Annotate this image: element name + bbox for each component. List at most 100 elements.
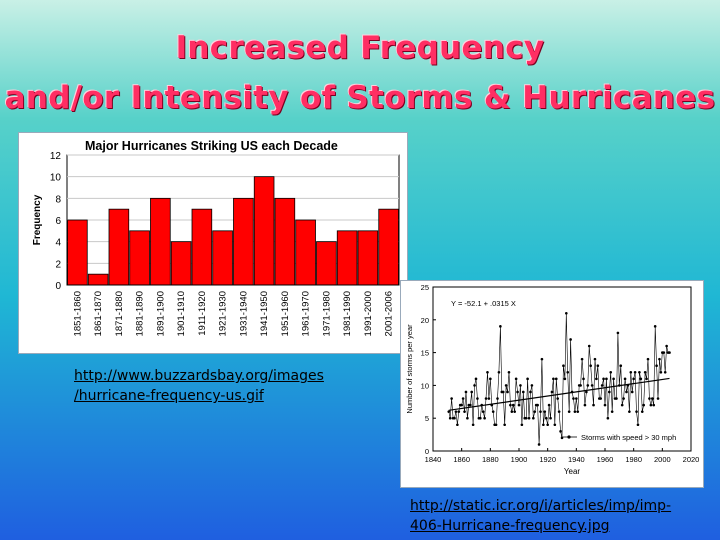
data-point: [651, 397, 654, 400]
data-point: [466, 416, 469, 420]
x-tick-label: 1941-1950: [259, 291, 270, 336]
data-point: [622, 397, 625, 400]
data-point: [592, 403, 595, 407]
data-point: [636, 423, 640, 427]
data-point: [447, 410, 451, 413]
source-link-icr[interactable]: http://static.icr.org/i/articles/imp/imp…: [410, 496, 671, 536]
storms-per-year-line-chart: 0 5 10 15 20 25 1840 1860 1880 1900 1920 1940 1960 19…: [405, 283, 700, 476]
x-tick-label: 2020: [683, 455, 700, 464]
data-point: [635, 410, 638, 413]
data-point: [536, 403, 539, 407]
bar-chart-panel: Major Hurricanes Striking US each Decade…: [18, 132, 408, 354]
data-point: [533, 410, 537, 413]
y-tick-label: 15: [421, 349, 429, 358]
x-tick-label: 1961-1970: [301, 291, 312, 336]
data-point: [573, 410, 577, 413]
data-point: [491, 410, 495, 413]
data-point: [640, 410, 644, 413]
data-point: [633, 370, 637, 374]
data-point: [468, 403, 472, 407]
data-point: [630, 390, 634, 394]
data-point: [648, 397, 651, 400]
data-point: [504, 384, 508, 387]
data-point: [653, 325, 657, 328]
data-point: [448, 416, 452, 420]
data-point: [553, 423, 557, 427]
bar: [150, 197, 171, 286]
data-point: [610, 410, 614, 413]
data-point: [456, 423, 459, 427]
y-tick-label: 8: [55, 194, 61, 205]
data-point: [487, 397, 491, 400]
data-point: [603, 403, 607, 407]
x-axis-label: Year: [564, 467, 581, 476]
data-point: [479, 416, 482, 420]
y-tick-label: 10: [50, 173, 62, 184]
data-point: [638, 370, 641, 374]
data-point: [547, 403, 551, 407]
data-point: [580, 357, 584, 361]
data-point: [596, 364, 600, 368]
x-tick-label: 1951-1960: [280, 291, 291, 336]
hurricanes-per-decade-bar-chart: Major Hurricanes Striking US each Decade…: [32, 139, 400, 336]
data-point: [494, 423, 498, 427]
data-point: [522, 390, 525, 394]
data-point: [593, 357, 597, 361]
data-point: [620, 403, 624, 407]
link-line: http://www.buzzardsbay.org/images: [74, 368, 324, 384]
x-tick-label: 1980: [625, 455, 642, 464]
data-point: [532, 416, 535, 420]
data-point: [471, 423, 475, 427]
y-axis-label: Number of storms per year: [405, 324, 414, 414]
data-point: [608, 390, 611, 394]
data-point: [628, 410, 631, 413]
data-point: [481, 410, 485, 413]
data-point: [539, 410, 542, 413]
data-point: [602, 377, 605, 381]
x-tick-label: 1901-1910: [176, 291, 187, 336]
data-point: [643, 370, 647, 374]
data-point: [554, 377, 558, 381]
x-tick-label: 1871-1880: [114, 291, 125, 336]
data-point: [632, 377, 635, 381]
x-tick-label: 1881-1890: [135, 291, 146, 336]
data-point: [510, 410, 514, 413]
bar: [170, 241, 192, 286]
data-point: [463, 410, 466, 413]
data-point: [589, 364, 592, 368]
x-tick-label: 1940: [568, 455, 585, 464]
data-point: [537, 443, 541, 446]
y-tick-label: 2: [55, 259, 61, 270]
bar: [274, 197, 296, 286]
data-point: [639, 377, 643, 381]
data-point: [543, 410, 547, 413]
y-tick-label: 6: [55, 216, 61, 227]
data-point: [453, 416, 456, 420]
data-point: [587, 344, 591, 348]
data-point: [642, 403, 645, 407]
data-point: [629, 370, 633, 374]
data-point: [625, 390, 628, 394]
source-link-buzzardsbay[interactable]: http://www.buzzardsbay.org/images /hurri…: [74, 366, 324, 406]
bar: [67, 219, 88, 286]
link-line: 406-Hurricane-frequency.jpg: [410, 518, 610, 534]
data-point: [569, 338, 572, 341]
data-point: [514, 377, 518, 381]
data-point: [552, 377, 555, 381]
x-tick-label: 2000: [654, 455, 671, 464]
y-tick-label: 12: [50, 151, 62, 162]
x-tick-label: 2001-2006: [384, 291, 395, 336]
bar: [357, 230, 379, 286]
bar: [129, 230, 150, 286]
data-point: [454, 410, 458, 413]
data-point: [540, 357, 544, 361]
data-point: [590, 384, 594, 387]
slide-title-line-1: Increased Frequency: [175, 30, 545, 66]
data-point: [659, 370, 663, 374]
data-point: [566, 370, 570, 374]
data-point: [470, 390, 473, 394]
x-tick-label: 1991-2000: [363, 291, 374, 336]
data-point: [556, 397, 559, 400]
legend-label: Storms with speed > 30 mph: [581, 433, 676, 442]
legend-marker: [567, 435, 571, 439]
